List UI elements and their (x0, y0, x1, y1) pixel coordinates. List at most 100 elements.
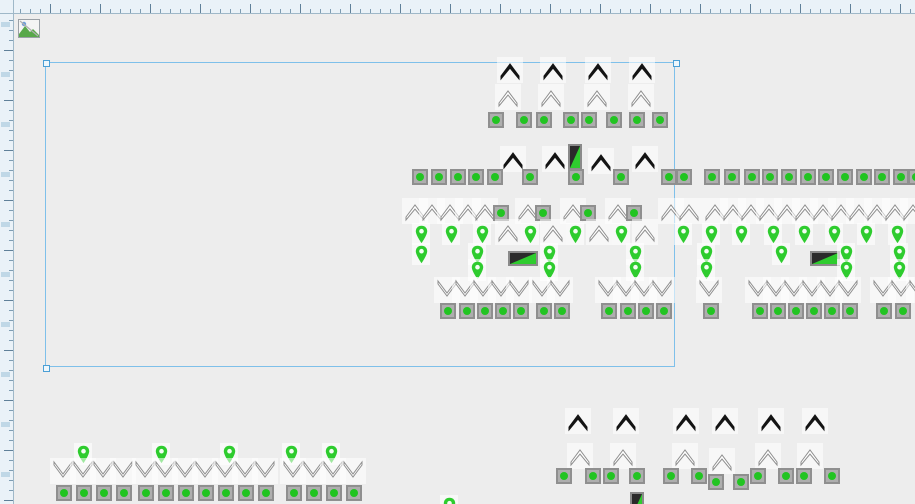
chevron-up-filled-icon[interactable] (802, 408, 828, 434)
square-green-dot-icon[interactable] (788, 303, 804, 319)
square-green-dot-icon[interactable] (874, 169, 890, 185)
square-green-dot-icon[interactable] (770, 303, 786, 319)
map-pin-green-icon[interactable] (412, 243, 430, 265)
chevron-up-filled-icon[interactable] (540, 57, 566, 83)
square-green-dot-icon[interactable] (806, 303, 822, 319)
handle-mid-left[interactable] (43, 365, 50, 372)
square-green-dot-icon[interactable] (603, 468, 619, 484)
square-green-dot-icon[interactable] (198, 485, 214, 501)
square-green-dot-icon[interactable] (676, 169, 692, 185)
chevron-up-filled-icon[interactable] (565, 408, 591, 434)
map-pin-green-icon[interactable] (888, 223, 906, 245)
chevron-up-outline-icon[interactable] (628, 84, 654, 110)
square-green-dot-icon[interactable] (488, 112, 504, 128)
square-green-dot-icon[interactable] (96, 485, 112, 501)
chevron-up-filled-icon[interactable] (500, 146, 526, 172)
square-green-dot-icon[interactable] (895, 303, 911, 319)
horizontal-ruler[interactable] (0, 0, 915, 14)
chevron-up-filled-icon[interactable] (629, 57, 655, 83)
square-green-dot-icon[interactable] (824, 468, 840, 484)
square-green-dot-icon[interactable] (606, 112, 622, 128)
map-pin-green-icon[interactable] (412, 223, 430, 245)
chevron-up-outline-icon[interactable] (755, 443, 781, 469)
chevron-up-outline-icon[interactable] (538, 84, 564, 110)
square-green-dot-icon[interactable] (536, 303, 552, 319)
chevron-up-filled-icon[interactable] (712, 408, 738, 434)
map-pin-green-icon[interactable] (837, 259, 855, 281)
map-pin-green-icon[interactable] (442, 223, 460, 245)
square-green-dot-icon[interactable] (613, 169, 629, 185)
square-green-dot-icon[interactable] (158, 485, 174, 501)
square-green-dot-icon[interactable] (326, 485, 342, 501)
square-green-dot-icon[interactable] (487, 169, 503, 185)
square-green-dot-icon[interactable] (818, 169, 834, 185)
map-pin-green-icon[interactable] (772, 243, 790, 265)
square-green-dot-icon[interactable] (138, 485, 154, 501)
map-pin-green-icon[interactable] (857, 223, 875, 245)
square-green-dot-icon[interactable] (708, 474, 724, 490)
map-pin-green-icon[interactable] (825, 223, 843, 245)
square-green-dot-icon[interactable] (568, 169, 584, 185)
chevron-up-filled-icon[interactable] (542, 146, 568, 172)
square-green-dot-icon[interactable] (796, 468, 812, 484)
square-green-dot-icon[interactable] (522, 169, 538, 185)
gauge-vertical-icon[interactable] (630, 492, 644, 504)
handle-top-left[interactable] (43, 60, 50, 67)
map-pin-green-icon[interactable] (674, 223, 692, 245)
chevron-down-outline-icon[interactable] (906, 277, 915, 303)
map-pin-green-icon[interactable] (764, 223, 782, 245)
chevron-up-outline-icon[interactable] (495, 219, 521, 245)
map-canvas[interactable] (13, 13, 915, 504)
square-green-dot-icon[interactable] (629, 468, 645, 484)
square-green-dot-icon[interactable] (459, 303, 475, 319)
square-green-dot-icon[interactable] (585, 468, 601, 484)
square-green-dot-icon[interactable] (691, 468, 707, 484)
chevron-down-outline-icon[interactable] (340, 458, 366, 484)
square-green-dot-icon[interactable] (495, 303, 511, 319)
chevron-up-outline-icon[interactable] (586, 219, 612, 245)
chevron-down-outline-icon[interactable] (110, 458, 136, 484)
map-pin-green-icon[interactable] (540, 259, 558, 281)
square-green-dot-icon[interactable] (750, 468, 766, 484)
map-pin-green-icon[interactable] (566, 223, 584, 245)
chevron-up-filled-icon[interactable] (585, 57, 611, 83)
square-green-dot-icon[interactable] (703, 303, 719, 319)
square-green-dot-icon[interactable] (412, 169, 428, 185)
square-green-dot-icon[interactable] (450, 169, 466, 185)
square-green-dot-icon[interactable] (724, 169, 740, 185)
map-pin-green-icon[interactable] (795, 223, 813, 245)
square-green-dot-icon[interactable] (431, 169, 447, 185)
map-pin-green-icon[interactable] (702, 223, 720, 245)
square-green-dot-icon[interactable] (116, 485, 132, 501)
gauge-horizontal-icon[interactable] (508, 251, 538, 266)
square-green-dot-icon[interactable] (76, 485, 92, 501)
square-green-dot-icon[interactable] (468, 169, 484, 185)
square-green-dot-icon[interactable] (238, 485, 254, 501)
square-green-dot-icon[interactable] (581, 112, 597, 128)
gauge-vertical-icon[interactable] (568, 144, 582, 170)
map-pin-green-icon[interactable] (521, 223, 539, 245)
map-pin-green-icon[interactable] (697, 259, 715, 281)
square-green-dot-icon[interactable] (516, 112, 532, 128)
chevron-up-filled-icon[interactable] (673, 408, 699, 434)
handle-top-right[interactable] (673, 60, 680, 67)
chevron-up-outline-icon[interactable] (567, 443, 593, 469)
chevron-up-outline-icon[interactable] (676, 198, 702, 224)
square-green-dot-icon[interactable] (752, 303, 768, 319)
map-pin-green-icon[interactable] (890, 259, 908, 281)
chevron-up-filled-icon[interactable] (497, 57, 523, 83)
square-green-dot-icon[interactable] (663, 468, 679, 484)
map-pin-green-icon[interactable] (473, 223, 491, 245)
square-green-dot-icon[interactable] (563, 112, 579, 128)
square-green-dot-icon[interactable] (620, 303, 636, 319)
square-green-dot-icon[interactable] (744, 169, 760, 185)
chevron-down-outline-icon[interactable] (252, 458, 278, 484)
map-pin-green-icon[interactable] (732, 223, 750, 245)
chevron-up-outline-icon[interactable] (900, 198, 915, 224)
square-green-dot-icon[interactable] (656, 303, 672, 319)
square-green-dot-icon[interactable] (440, 303, 456, 319)
chevron-up-filled-icon[interactable] (758, 408, 784, 434)
chevron-up-filled-icon[interactable] (613, 408, 639, 434)
square-green-dot-icon[interactable] (856, 169, 872, 185)
square-green-dot-icon[interactable] (601, 303, 617, 319)
